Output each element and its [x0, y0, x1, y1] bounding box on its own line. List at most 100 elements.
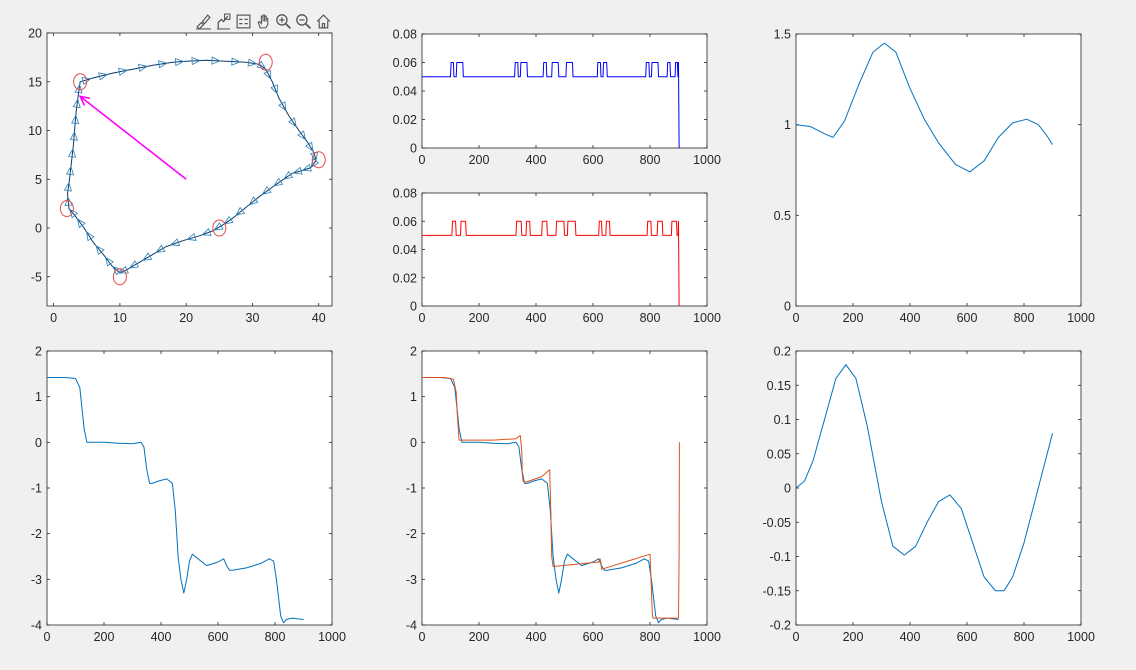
curve-bottom-right-ytick-label: -0.15: [763, 584, 792, 598]
heading-marker: [142, 252, 153, 261]
zoom-in-icon[interactable]: [274, 12, 293, 31]
heading-angle-xtick-label: 600: [208, 630, 229, 644]
heading-marker: [137, 63, 149, 72]
speed-blue-xtick-label: 200: [469, 153, 490, 167]
heading-marker: [310, 151, 318, 162]
heading-marker: [213, 222, 224, 231]
trajectory-ytick-label: 5: [35, 173, 42, 187]
trajectory-series: [59, 53, 326, 286]
heading-angle-ytick-label: -2: [31, 527, 42, 541]
heading-marker: [105, 256, 114, 267]
heading-angle-plot-area: [46, 350, 333, 626]
heading-angle-line: [47, 377, 304, 624]
curve-top-right-xtick-label: 200: [843, 311, 864, 325]
curve-top-right-xtick-label: 400: [900, 311, 921, 325]
speed-red-xtick-label: 1000: [693, 311, 721, 325]
heading-marker: [273, 177, 284, 187]
curve-bottom-right-ytick-label: 0: [784, 482, 791, 496]
heading-marker: [310, 158, 320, 169]
heading-marker: [186, 233, 197, 241]
curve-top-right-ytick-label: 0: [784, 300, 791, 314]
speed-blue-series: [422, 62, 680, 148]
heading-compare-plot-area: [421, 350, 708, 626]
trajectory-axes[interactable]: 0 10 20 30 40 -5 0 5 10 15 20: [28, 27, 333, 326]
speed-blue-axes[interactable]: 0 200 400 600 800 1000 0 0.02 0.04 0.06 0.08: [393, 28, 721, 168]
heading-marker: [98, 72, 109, 81]
figure-toolbar: [194, 11, 333, 31]
curve-bottom-right-line: [796, 364, 1053, 592]
speed-blue-plot-area: [421, 33, 708, 149]
home-restore-icon[interactable]: [314, 12, 333, 31]
heading-marker: [128, 260, 140, 269]
curve-top-right-line: [796, 42, 1053, 173]
heading-compare-series-1: [422, 377, 680, 619]
speed-blue-ytick-label: 0.06: [393, 56, 417, 70]
trajectory-xtick-label: 30: [246, 311, 260, 325]
heading-angle-xtick-label: 400: [151, 630, 172, 644]
heading-marker: [211, 56, 221, 65]
heading-compare-ytick-label: -2: [406, 527, 417, 541]
speed-red-ytick-label: 0: [410, 300, 417, 314]
curve-top-right-xtick-label: 600: [957, 311, 978, 325]
curve-bottom-right-ytick-label: 0.1: [774, 413, 791, 427]
heading-marker: [74, 83, 83, 94]
speed-red-ytick-label: 0.06: [393, 215, 417, 229]
speed-red-axes[interactable]: 0 200 400 600 800 1000 0 0.02 0.04 0.06 0.08: [393, 187, 721, 326]
curve-bottom-right-axes[interactable]: 0 200 400 600 800 1000 -0.2 -0.15 -0.1 -0.05 0 0.05…: [763, 345, 1095, 645]
curve-bottom-right-xtick-label: 0: [793, 630, 800, 644]
heading-marker: [72, 98, 81, 109]
heading-marker: [283, 170, 294, 180]
waypoint-marker: [311, 151, 326, 169]
curve-bottom-right-xtick-label: 400: [900, 630, 921, 644]
trajectory-ytick-label: 20: [28, 27, 42, 41]
curve-bottom-right-xtick-label: 800: [1014, 630, 1035, 644]
heading-compare-xtick-label: 400: [526, 630, 547, 644]
curve-top-right-series: [796, 42, 1053, 173]
trajectory-xtick-label: 0: [50, 311, 57, 325]
heading-marker: [235, 206, 246, 217]
heading-compare-ytick-label: -4: [406, 619, 417, 633]
heading-marker: [247, 58, 258, 67]
brush-icon[interactable]: [194, 12, 213, 31]
heading-angle-ytick-label: 2: [35, 345, 42, 359]
legend-icon[interactable]: [234, 12, 253, 31]
heading-compare-xtick-label: 1000: [693, 630, 721, 644]
heading-compare-ytick-label: -1: [406, 482, 417, 496]
speed-red-line: [422, 220, 680, 306]
heading-angle-xtick-label: 800: [265, 630, 286, 644]
speed-red-ytick-label: 0.02: [393, 271, 417, 285]
data-cursor-icon[interactable]: [214, 12, 233, 31]
heading-angle-ytick-label: 0: [35, 436, 42, 450]
heading-marker: [112, 266, 122, 276]
heading-compare-axes[interactable]: 0 200 400 600 800 1000 -4 -3 -2 -1 0 1 2: [406, 345, 721, 645]
heading-marker: [223, 215, 234, 225]
curve-bottom-right-ytick-label: 0.2: [774, 345, 791, 359]
heading-compare-xtick-label: 200: [469, 630, 490, 644]
speed-blue-ytick-label: 0: [410, 142, 417, 156]
heading-marker: [248, 196, 259, 206]
heading-marker: [63, 181, 72, 192]
waypoint-marker: [258, 53, 273, 71]
heading-marker: [95, 245, 105, 256]
heading-compare-xtick-label: 800: [640, 630, 661, 644]
curve-bottom-right-series: [796, 364, 1053, 592]
pan-hand-icon[interactable]: [254, 12, 273, 31]
speed-blue-xtick-label: 400: [526, 153, 547, 167]
heading-marker: [278, 101, 287, 112]
heading-compare-ytick-label: -3: [406, 573, 417, 587]
heading-marker: [67, 147, 77, 158]
curve-top-right-axes[interactable]: 0 200 400 600 800 1000 0 0.5 1 1.5: [774, 28, 1095, 326]
heading-compare-ytick-label: 0: [410, 436, 417, 450]
heading-angle-ytick-label: 1: [35, 390, 42, 404]
heading-marker: [263, 69, 272, 80]
speed-blue-ytick-label: 0.08: [393, 28, 417, 42]
trajectory-ytick-label: 15: [28, 75, 42, 89]
heading-compare-xtick-label: 600: [583, 630, 604, 644]
heading-angle-xtick-label: 0: [44, 630, 51, 644]
curve-bottom-right-xtick-label: 600: [957, 630, 978, 644]
heading-marker: [292, 166, 303, 175]
speed-blue-xtick-label: 600: [583, 153, 604, 167]
zoom-out-icon[interactable]: [294, 12, 313, 31]
speed-blue-xtick-label: 0: [419, 153, 426, 167]
heading-angle-axes[interactable]: 0 200 400 600 800 1000 -4 -3 -2 -1 0 1 2: [31, 345, 346, 645]
